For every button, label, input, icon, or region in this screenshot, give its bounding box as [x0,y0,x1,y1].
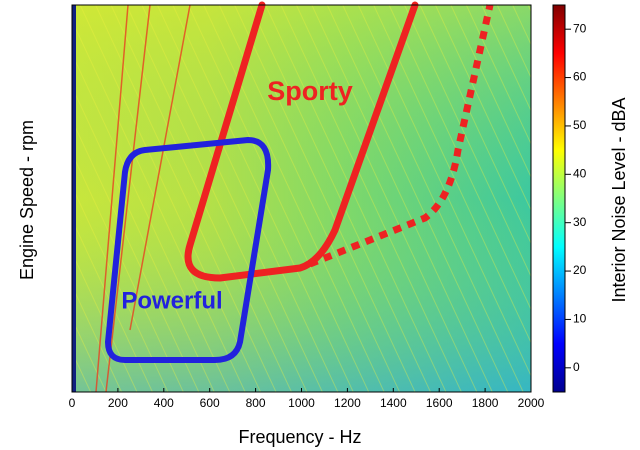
colorbar-tick-label: 70 [573,21,587,35]
colorbar-label: Interior Noise Level - dBA [609,97,629,302]
x-tick-label: 1200 [334,396,361,410]
colorbar-tick-label: 20 [573,263,587,277]
y-axis-label: Engine Speed - rpm [17,120,37,280]
x-tick-label: 2000 [518,396,545,410]
annotation: Sporty [267,76,353,106]
x-tick-label: 800 [246,396,266,410]
x-tick-label: 1800 [472,396,499,410]
colorbar-tick-label: 50 [573,118,587,132]
colorbar-tick-label: 10 [573,312,587,326]
heatmap [72,4,531,393]
x-tick-label: 0 [69,396,76,410]
colorbar-tick-label: 0 [573,360,580,374]
colorbar-tick-label: 40 [573,166,587,180]
x-tick-label: 200 [108,396,128,410]
x-axis-label: Frequency - Hz [238,427,361,447]
annotation: Powerful [121,287,222,314]
x-tick-label: 1400 [380,396,407,410]
x-tick-label: 1600 [426,396,453,410]
colorbar-tick-label: 30 [573,215,587,229]
x-tick-label: 400 [154,396,174,410]
overlay [105,1,494,363]
x-tick-label: 600 [200,396,220,410]
colorbar-tick-label: 60 [573,70,587,84]
colorbar [552,4,566,393]
x-tick-label: 1000 [288,396,315,410]
